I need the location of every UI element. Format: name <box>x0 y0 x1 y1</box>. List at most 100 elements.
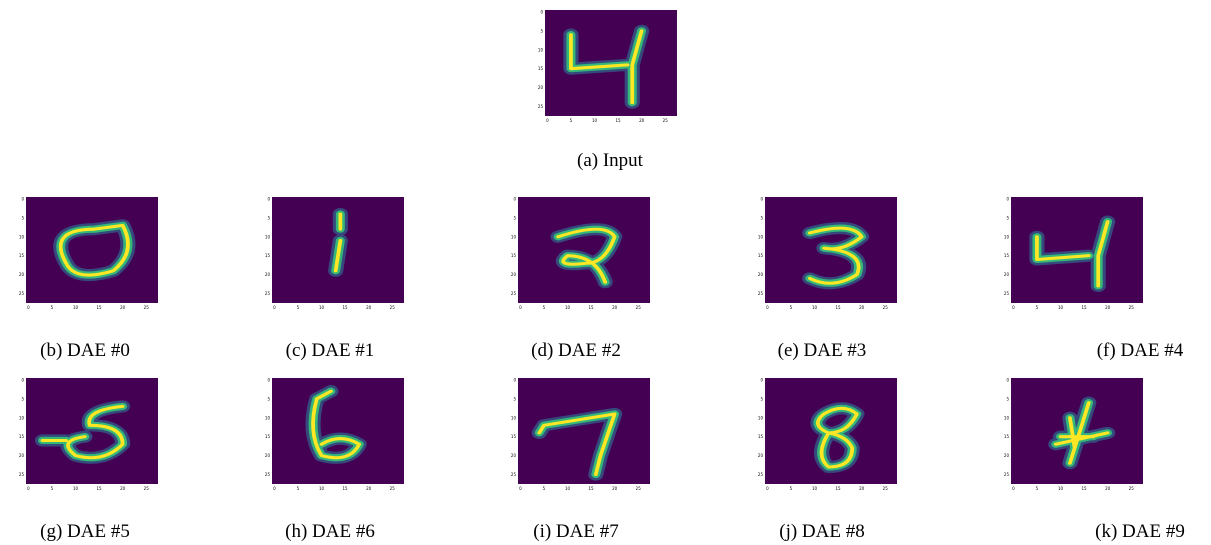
subfigure: 00551010151520202525 <box>19 196 158 310</box>
caption: (b) DAE #0 <box>40 340 130 361</box>
y-tick-label: 25 <box>538 104 544 109</box>
y-tick-label: 20 <box>538 85 544 90</box>
y-tick-label: 0 <box>1006 196 1009 201</box>
y-tick-label: 5 <box>513 215 516 220</box>
y-tick-label: 25 <box>265 291 271 296</box>
x-tick-label: 25 <box>390 305 396 310</box>
caption: (h) DAE #6 <box>285 521 375 542</box>
y-tick-label: 10 <box>1004 234 1010 239</box>
y-tick-label: 0 <box>21 377 24 382</box>
y-tick-label: 20 <box>265 272 271 277</box>
y-tick-label: 0 <box>267 196 270 201</box>
x-tick-label: 25 <box>663 118 669 123</box>
y-tick-label: 20 <box>265 453 271 458</box>
y-tick-label: 15 <box>265 253 271 258</box>
y-tick-label: 25 <box>511 472 517 477</box>
y-tick-label: 25 <box>265 472 271 477</box>
y-tick-label: 10 <box>511 415 517 420</box>
x-tick-label: 25 <box>636 305 642 310</box>
x-tick-label: 5 <box>297 305 300 310</box>
y-tick-label: 10 <box>511 234 517 239</box>
x-tick-label: 20 <box>612 305 618 310</box>
y-tick-label: 20 <box>511 272 517 277</box>
y-tick-label: 5 <box>760 396 763 401</box>
x-tick-label: 0 <box>27 486 30 491</box>
y-tick-label: 0 <box>267 377 270 382</box>
y-tick-label: 15 <box>19 434 25 439</box>
y-tick-label: 10 <box>19 415 25 420</box>
x-tick-label: 5 <box>297 486 300 491</box>
x-tick-label: 25 <box>1129 305 1135 310</box>
y-tick-label: 25 <box>1004 291 1010 296</box>
x-tick-label: 20 <box>1105 486 1111 491</box>
y-tick-label: 20 <box>19 272 25 277</box>
caption: (a) Input <box>577 150 644 171</box>
y-tick-label: 10 <box>19 234 25 239</box>
x-tick-label: 25 <box>883 486 889 491</box>
caption: (e) DAE #3 <box>778 340 867 361</box>
x-tick-label: 0 <box>273 486 276 491</box>
y-tick-label: 0 <box>760 196 763 201</box>
x-tick-label: 15 <box>97 305 103 310</box>
subfigure: 00551010151520202525 <box>19 377 158 491</box>
x-tick-label: 25 <box>144 486 150 491</box>
y-tick-label: 0 <box>760 377 763 382</box>
x-tick-label: 15 <box>343 486 349 491</box>
y-tick-label: 20 <box>1004 453 1010 458</box>
x-tick-label: 5 <box>543 305 546 310</box>
y-tick-label: 5 <box>267 396 270 401</box>
x-tick-label: 20 <box>1105 305 1111 310</box>
y-tick-label: 0 <box>1006 377 1009 382</box>
y-tick-label: 15 <box>1004 253 1010 258</box>
x-tick-label: 15 <box>343 305 349 310</box>
x-tick-label: 5 <box>1036 305 1039 310</box>
caption: (k) DAE #9 <box>1095 521 1185 542</box>
x-tick-label: 5 <box>790 486 793 491</box>
x-tick-label: 25 <box>1129 486 1135 491</box>
y-tick-label: 5 <box>21 215 24 220</box>
y-tick-label: 5 <box>540 28 543 33</box>
subfigure: 00551010151520202525 <box>265 196 404 310</box>
y-tick-label: 10 <box>758 415 764 420</box>
y-tick-label: 20 <box>758 453 764 458</box>
y-tick-label: 15 <box>758 253 764 258</box>
x-tick-label: 20 <box>366 486 372 491</box>
x-tick-label: 20 <box>612 486 618 491</box>
x-tick-label: 10 <box>73 486 79 491</box>
x-tick-label: 5 <box>1036 486 1039 491</box>
caption: (j) DAE #8 <box>779 521 864 542</box>
y-tick-label: 5 <box>267 215 270 220</box>
y-tick-label: 10 <box>265 415 271 420</box>
y-tick-label: 15 <box>511 434 517 439</box>
y-tick-label: 25 <box>511 291 517 296</box>
x-tick-label: 10 <box>73 305 79 310</box>
y-tick-label: 5 <box>1006 215 1009 220</box>
y-tick-label: 25 <box>758 472 764 477</box>
x-tick-label: 0 <box>546 118 549 123</box>
x-tick-label: 10 <box>1058 486 1064 491</box>
x-tick-label: 15 <box>97 486 103 491</box>
y-tick-label: 0 <box>513 377 516 382</box>
page: 0 0 5 5 10 10 15 15 20 20 25 25 (a) Input 0 0 5 5 10 10 15 1… <box>0 0 1211 545</box>
y-tick-label: 20 <box>511 453 517 458</box>
x-tick-label: 10 <box>812 305 818 310</box>
x-tick-label: 10 <box>565 486 571 491</box>
caption: (f) DAE #4 <box>1097 340 1184 361</box>
x-tick-label: 15 <box>589 486 595 491</box>
y-tick-label: 5 <box>1006 396 1009 401</box>
y-tick-label: 5 <box>21 396 24 401</box>
y-tick-label: 0 <box>540 9 543 14</box>
x-tick-label: 5 <box>543 486 546 491</box>
y-tick-label: 20 <box>1004 272 1010 277</box>
x-tick-label: 15 <box>616 118 622 123</box>
x-tick-label: 0 <box>519 486 522 491</box>
y-tick-label: 10 <box>758 234 764 239</box>
x-tick-label: 0 <box>766 486 769 491</box>
x-tick-label: 20 <box>120 486 126 491</box>
image-background <box>272 378 404 484</box>
image-background <box>518 197 650 303</box>
